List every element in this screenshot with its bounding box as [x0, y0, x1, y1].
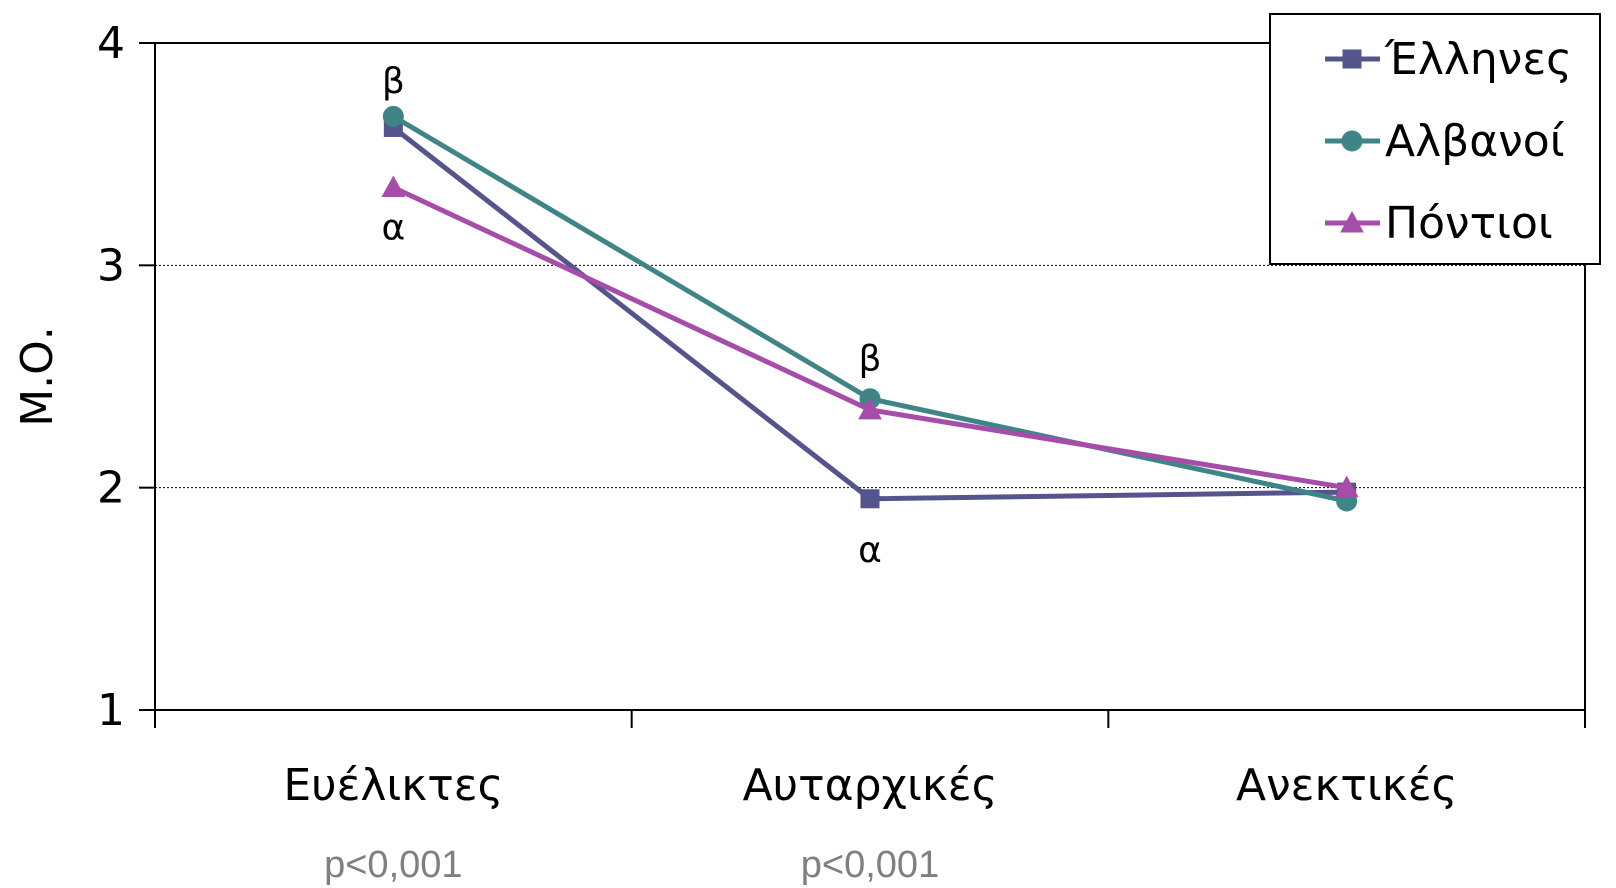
series-line: [392, 185, 1348, 491]
legend-label: Έλληνες: [1384, 34, 1572, 85]
series: [383, 117, 1357, 509]
y-tick-label: 3: [97, 240, 125, 291]
significance-annotation: β: [859, 339, 882, 380]
y-tick-label: 4: [97, 18, 125, 69]
p-value-labels: p<0,001 p<0,001: [324, 844, 939, 886]
data-point-triangle: [1340, 210, 1364, 233]
data-point-triangle: [858, 397, 882, 420]
significance-annotation: α: [858, 530, 882, 571]
series-lines: [381, 105, 1359, 512]
y-axis-title: Μ.Ο.: [12, 326, 63, 427]
x-category-label: Ανεκτικές: [1236, 760, 1457, 811]
legend-item: Έλληνες: [1325, 34, 1572, 85]
series-line: [392, 114, 1348, 504]
legend-label: Αλβανοί: [1385, 116, 1565, 167]
y-tick-label: 2: [97, 463, 125, 514]
data-point-triangle: [381, 175, 406, 198]
series: [381, 175, 1359, 498]
y-tick-label: 1: [97, 685, 125, 736]
data-point-square: [1342, 49, 1362, 69]
legend-label: Πόντιοι: [1385, 198, 1553, 249]
data-point-triangle: [1334, 475, 1359, 498]
series: [382, 105, 1358, 512]
x-category-label: Αυταρχικές: [743, 760, 998, 811]
series-line: [391, 125, 1347, 502]
legend-item: Πόντιοι: [1325, 198, 1553, 249]
legend: Έλληνες Αλβανοί Πόντιοι: [1269, 13, 1601, 265]
data-point-square: [860, 489, 880, 509]
annotations: β α β α: [381, 61, 881, 571]
p-value-label: p<0,001: [324, 844, 462, 886]
significance-annotation: α: [381, 208, 405, 249]
x-category-label: Ευέλικτες: [283, 760, 503, 811]
data-point-circle: [1341, 130, 1363, 152]
legend-item: Αλβανοί: [1325, 116, 1565, 167]
x-category-labels: Ευέλικτες Αυταρχικές Ανεκτικές: [283, 760, 1457, 811]
p-value-label: p<0,001: [801, 844, 939, 886]
y-tick-labels: 1 2 3 4: [97, 18, 125, 736]
significance-annotation: β: [382, 61, 405, 102]
data-point-circle: [382, 105, 404, 127]
